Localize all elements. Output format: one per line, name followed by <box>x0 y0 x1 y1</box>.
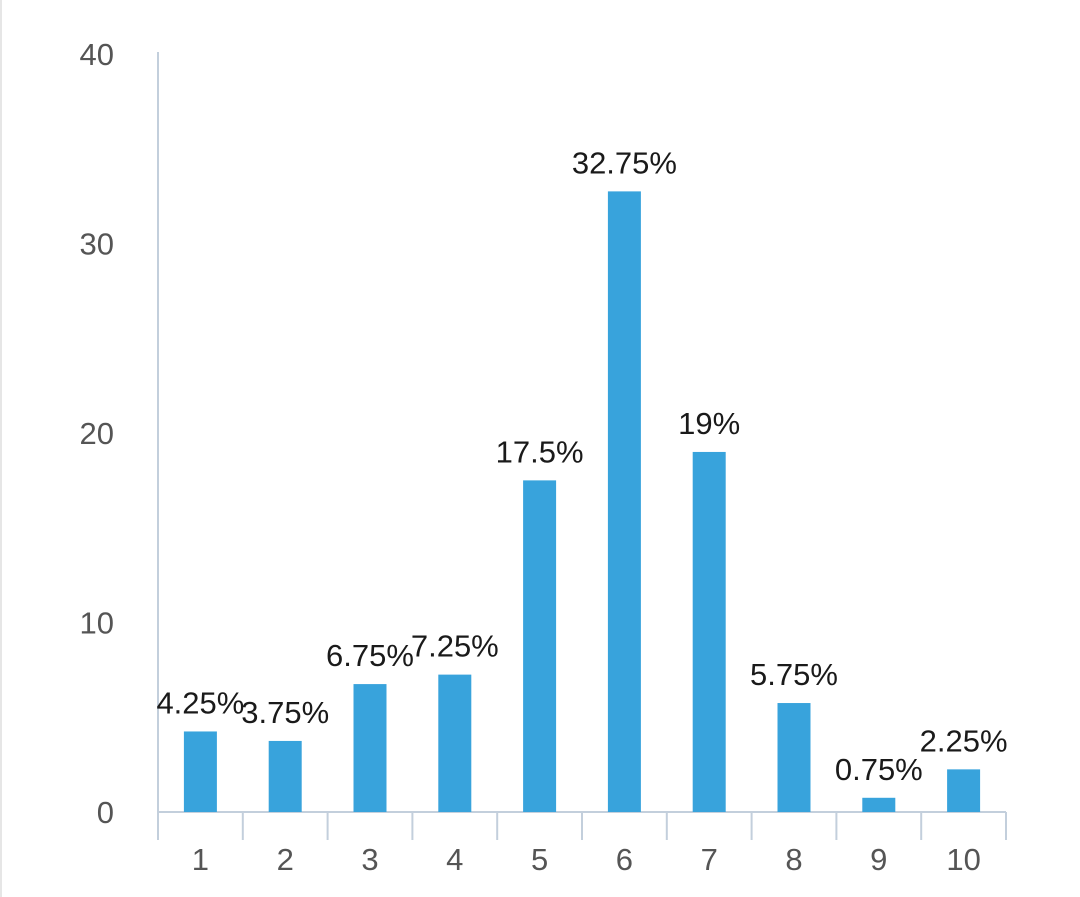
x-axis: 1 2 3 4 5 6 7 8 9 10 <box>157 811 1007 877</box>
data-label-8: 5.75% <box>750 657 838 692</box>
x-tick-label: 8 <box>785 842 802 877</box>
bar-5 <box>523 480 557 812</box>
bar-1 <box>183 731 217 812</box>
bar-2 <box>268 740 302 812</box>
y-axis: 0 10 20 30 40 <box>80 37 159 830</box>
data-label-3: 6.75% <box>326 638 414 673</box>
y-tick-label: 10 <box>80 606 114 641</box>
bar-6 <box>607 191 641 812</box>
bar-9 <box>862 797 896 812</box>
data-label-10: 2.25% <box>920 723 1008 758</box>
data-label-9: 0.75% <box>835 752 923 787</box>
data-label-5: 17.5% <box>496 434 584 469</box>
data-label-2: 3.75% <box>241 695 329 730</box>
left-edge-divider <box>0 0 2 897</box>
data-labels: 4.25%3.75% 6.75%7.25% 17.5% 32.75% 19% 5.75% 0… <box>156 145 1007 786</box>
data-label-6: 32.75% <box>572 145 677 180</box>
y-tick-label: 20 <box>80 416 114 451</box>
x-tick-label: 9 <box>870 842 887 877</box>
bar-3 <box>353 684 387 812</box>
x-tick-label: 3 <box>361 842 378 877</box>
bar-7 <box>692 451 726 812</box>
bar-10 <box>947 769 981 812</box>
x-tick-label: 1 <box>192 842 209 877</box>
y-tick-label: 30 <box>80 227 114 262</box>
y-tick-label: 0 <box>97 795 114 830</box>
data-label-7: 19% <box>678 406 740 441</box>
y-tick-label: 40 <box>80 37 114 72</box>
x-tick-label: 10 <box>946 842 980 877</box>
x-tick-label: 6 <box>616 842 633 877</box>
x-tick-label: 4 <box>446 842 463 877</box>
data-label-4: 7.25% <box>411 629 499 664</box>
x-tick-label: 7 <box>701 842 718 877</box>
data-label-1: 4.25% <box>156 685 244 720</box>
bar-8 <box>777 703 811 812</box>
x-tick-label: 5 <box>531 842 548 877</box>
bar-4 <box>438 674 472 812</box>
bars <box>183 191 981 812</box>
x-tick-label: 2 <box>277 842 294 877</box>
